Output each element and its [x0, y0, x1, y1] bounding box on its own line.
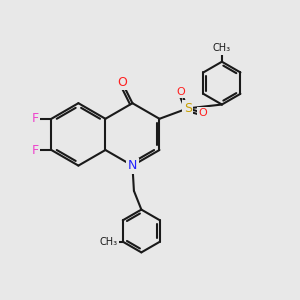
Text: O: O: [177, 87, 185, 97]
Text: O: O: [117, 76, 127, 89]
Text: N: N: [128, 159, 137, 172]
Text: F: F: [32, 143, 39, 157]
Text: CH₃: CH₃: [100, 237, 118, 247]
Text: CH₃: CH₃: [213, 44, 231, 53]
Text: O: O: [199, 108, 208, 118]
Text: S: S: [184, 102, 192, 115]
Text: F: F: [32, 112, 39, 125]
